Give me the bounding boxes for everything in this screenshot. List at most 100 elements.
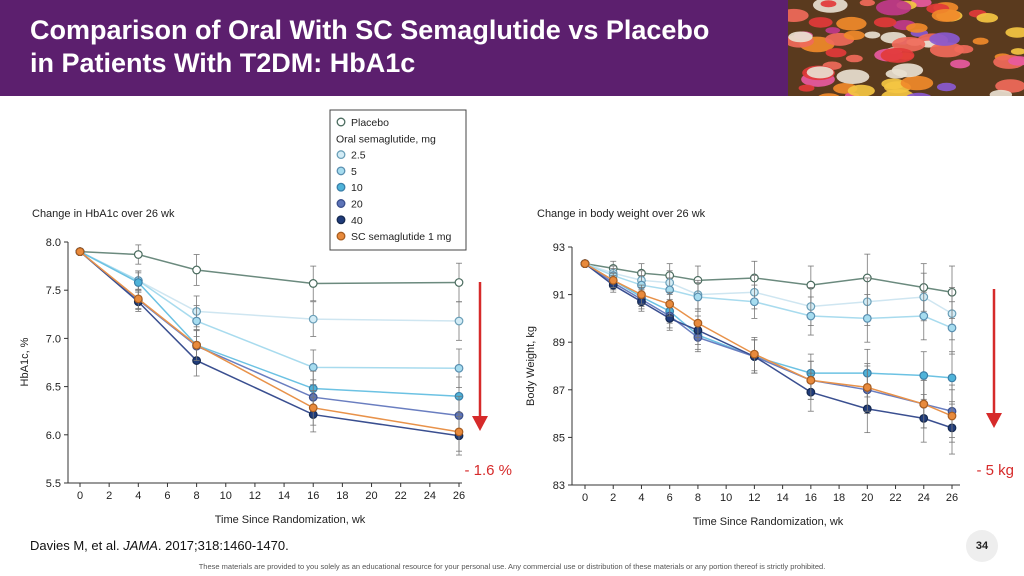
- umbrella-shape: [825, 48, 847, 58]
- data-point: [665, 299, 675, 309]
- umbrella-shape: [950, 59, 971, 69]
- body-weight-chart-title: Change in body weight over 26 wk: [537, 208, 706, 220]
- y-tick-label: 83: [553, 480, 565, 492]
- data-point: [192, 316, 202, 326]
- umbrella-shape: [825, 27, 841, 34]
- umbrella-shape: [906, 92, 932, 96]
- data-point: [806, 375, 816, 385]
- x-tick-label: 16: [307, 490, 319, 502]
- data-point: [947, 373, 957, 383]
- data-point: [862, 313, 872, 323]
- umbrella-shape: [931, 8, 961, 22]
- umbrella-photo-art: [788, 0, 1024, 96]
- umbrella-shape: [845, 54, 863, 63]
- weight-reduction-label: - 5 kg: [976, 462, 1014, 479]
- legend-marker: [336, 182, 346, 192]
- umbrella-shape: [989, 89, 1013, 96]
- y-tick-label: 6.5: [46, 382, 61, 394]
- x-tick-label: 22: [395, 490, 407, 502]
- data-point: [308, 403, 318, 413]
- legend-box: [329, 109, 467, 251]
- y-tick-label: 93: [553, 242, 565, 254]
- data-point: [919, 311, 929, 321]
- x-tick-label: 6: [667, 492, 673, 504]
- down-arrow-icon: [472, 416, 488, 431]
- data-point: [693, 292, 703, 302]
- data-point: [454, 278, 464, 287]
- x-tick-label: 22: [889, 492, 901, 504]
- umbrella-shape: [788, 8, 809, 23]
- x-tick-label: 16: [805, 492, 817, 504]
- body-weight-x-label: Time Since Randomization, wk: [693, 516, 844, 528]
- y-tick-label: 87: [553, 385, 565, 397]
- data-point: [919, 371, 929, 380]
- citation-journal: JAMA: [123, 538, 158, 553]
- x-tick-label: 10: [220, 490, 232, 502]
- x-tick-label: 18: [833, 492, 845, 504]
- body-weight-chart: Change in body weight over 26 wk 0 2 4 6 8 10…: [525, 208, 1014, 528]
- umbrella-shape: [995, 79, 1024, 93]
- data-point: [192, 265, 202, 275]
- umbrella-shape: [808, 17, 833, 28]
- x-tick-label: 14: [776, 492, 788, 504]
- legend-label: 10: [351, 182, 363, 194]
- x-tick-label: 0: [582, 492, 588, 504]
- umbrella-shape: [875, 0, 912, 16]
- data-point: [192, 340, 202, 350]
- x-tick-label: 26: [946, 492, 958, 504]
- title-line-2: in Patients With T2DM: HbA1c: [30, 48, 416, 78]
- data-point: [637, 290, 646, 300]
- legend-label: 2.5: [351, 150, 366, 162]
- x-tick-label: 18: [336, 490, 348, 502]
- data-point: [308, 279, 318, 288]
- data-point: [454, 363, 464, 373]
- data-point: [133, 250, 143, 259]
- umbrella-shape: [859, 0, 876, 7]
- umbrella-shape: [847, 84, 875, 96]
- umbrella-shape: [881, 89, 915, 96]
- x-tick-label: 10: [720, 492, 732, 504]
- citation-authors: Davies M, et al.: [30, 538, 120, 553]
- legend-marker: [336, 215, 346, 225]
- series-line: [79, 251, 460, 417]
- legend-label: 5: [351, 166, 357, 178]
- x-tick-label: 20: [861, 492, 873, 504]
- series-line: [79, 250, 460, 397]
- page-number: 34: [966, 530, 998, 562]
- umbrella-shape: [1005, 27, 1024, 38]
- data-point: [580, 259, 590, 269]
- umbrella-shape: [818, 93, 840, 96]
- umbrella-shape: [900, 75, 934, 91]
- data-point: [806, 311, 816, 321]
- series-line: [584, 262, 953, 329]
- umbrella-shape: [929, 42, 964, 58]
- y-tick-label: 85: [553, 432, 565, 444]
- figure-area: Placebo Oral semaglutide, mg 2.5 5 10 20 40 SC …: [0, 96, 1024, 544]
- hba1c-y-label: HbA1c, %: [19, 337, 31, 386]
- citation-details: . 2017;318:1460-1470.: [157, 538, 289, 553]
- x-tick-label: 26: [453, 490, 465, 502]
- y-tick-label: 7.5: [46, 285, 61, 297]
- legend-marker: [336, 231, 346, 241]
- data-point: [133, 294, 143, 304]
- legend-label: 20: [351, 199, 363, 211]
- umbrella-shape: [936, 82, 957, 92]
- x-tick-label: 20: [365, 490, 377, 502]
- series-line: [584, 262, 953, 293]
- hba1c-chart: Change in HbA1c over 26 wk 0 2 4 6 8 10 12 14 16…: [19, 208, 512, 526]
- legend: Placebo Oral semaglutide, mg 2.5 5 10 20 40 SC …: [329, 109, 467, 251]
- x-tick-label: 24: [424, 490, 436, 502]
- umbrella-shape: [976, 13, 999, 23]
- umbrella-shape: [906, 23, 928, 33]
- series-line: [584, 262, 953, 315]
- x-tick-label: 12: [249, 490, 261, 502]
- umbrella-shape: [820, 0, 837, 8]
- x-tick-label: 12: [748, 492, 760, 504]
- legend-label: Oral semaglutide, mg: [336, 133, 436, 145]
- x-tick-label: 8: [194, 490, 200, 502]
- umbrella-shape: [843, 30, 865, 40]
- legend-marker: [336, 166, 346, 176]
- hba1c-chart-title: Change in HbA1c over 26 wk: [32, 208, 175, 220]
- y-tick-label: 6.0: [46, 430, 61, 442]
- umbrella-shape: [972, 37, 989, 45]
